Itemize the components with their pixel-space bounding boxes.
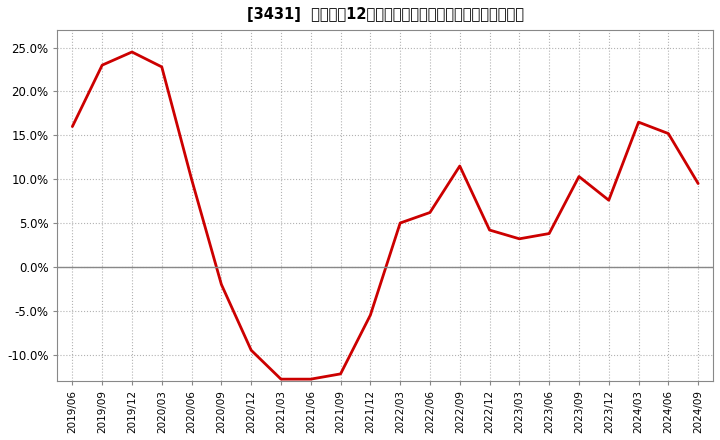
- Title: [3431]  売上高の12か月移動合計の対前年同期増減率の推移: [3431] 売上高の12か月移動合計の対前年同期増減率の推移: [247, 7, 523, 22]
